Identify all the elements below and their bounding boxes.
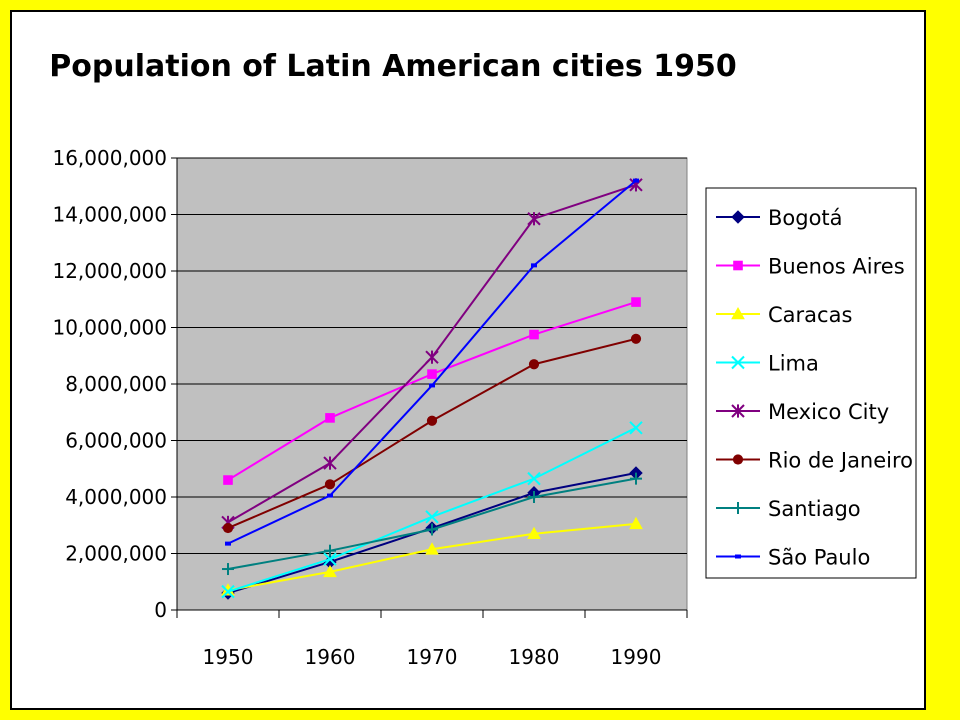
data-point [223, 475, 233, 485]
y-tick-label: 4,000,000 [65, 485, 167, 509]
marker-stroke [731, 355, 745, 370]
data-point [225, 541, 231, 546]
data-point [222, 522, 234, 534]
legend-label: São Paulo [768, 546, 870, 570]
legend-marker [732, 502, 744, 514]
data-point [222, 563, 234, 576]
legend-entry: Mexico City [716, 400, 889, 424]
legend-label: Buenos Aires [768, 255, 905, 279]
chart-svg: Population of Latin American cities 1950… [49, 49, 917, 669]
data-point [630, 472, 642, 485]
legend-entry: Rio de Janeiro [716, 449, 913, 473]
legend-label: Lima [768, 352, 819, 376]
marker-stroke [425, 510, 439, 524]
data-point [425, 510, 439, 524]
data-point [323, 552, 337, 566]
y-tick-label: 14,000,000 [52, 203, 167, 227]
series-rio-de-janeiro [222, 333, 642, 534]
y-tick-label: 0 [154, 598, 167, 622]
axes: 0 2,000,000 4,000,000 6,000,000 8,000,000 10,… [52, 146, 688, 669]
data-point [425, 350, 439, 364]
legend-box [705, 187, 917, 579]
chart-frame: Population of Latin American cities 1950… [10, 10, 926, 710]
data-point [323, 456, 337, 470]
series-caracas [221, 516, 643, 596]
legend-entry: Caracas [716, 303, 852, 327]
data-point [425, 542, 439, 555]
y-tick-label: 8,000,000 [65, 372, 167, 396]
series-lines [221, 178, 643, 600]
y-tick-label: 6,000,000 [65, 429, 167, 453]
data-point [527, 471, 541, 486]
gridlines [177, 157, 687, 554]
marker-stroke [323, 552, 337, 566]
legend-entry: São Paulo [716, 546, 870, 570]
data-point [426, 415, 438, 426]
legend-marker [733, 260, 743, 271]
x-tick-label: 1990 [611, 645, 662, 669]
data-point [629, 421, 643, 435]
data-point [631, 297, 641, 307]
data-point [426, 523, 438, 536]
legend-marker [735, 554, 741, 559]
data-point [429, 383, 435, 388]
legend-label: Caracas [768, 303, 852, 327]
legend-entry: Santiago [716, 497, 861, 521]
y-tick-label: 2,000,000 [65, 542, 167, 566]
series-mexico-city [221, 178, 643, 530]
data-point [531, 263, 537, 268]
data-point [528, 359, 540, 370]
series-s-o-paulo [225, 178, 639, 546]
legend-marker [731, 210, 745, 224]
data-point [324, 544, 336, 557]
legend-label: Bogotá [768, 206, 843, 230]
chart-title: Population of Latin American cities 1950 [49, 49, 736, 84]
data-point [629, 516, 643, 530]
data-point [527, 212, 541, 226]
legend-label: Mexico City [768, 400, 889, 424]
series-buenos-aires [223, 297, 641, 485]
legend-label: Rio de Janeiro [768, 449, 913, 473]
y-tick-label: 16,000,000 [52, 146, 167, 170]
legend-entry: Bogotá [716, 206, 843, 230]
series-lima [221, 421, 643, 599]
data-point [528, 491, 540, 503]
legend-marker [731, 355, 745, 370]
marker-stroke [221, 584, 235, 599]
data-point [529, 329, 539, 340]
data-point [527, 526, 541, 540]
data-point [327, 493, 333, 498]
data-point [633, 178, 639, 183]
legend-marker [732, 454, 744, 465]
data-point [324, 479, 336, 490]
y-tick-label: 10,000,000 [52, 316, 167, 340]
marker-stroke [629, 421, 643, 435]
legend-entry: Buenos Aires [716, 255, 905, 279]
data-point [325, 413, 335, 423]
x-tick-label: 1950 [203, 645, 254, 669]
data-point [630, 333, 642, 344]
x-tick-label: 1980 [509, 645, 560, 669]
data-point [427, 369, 437, 379]
y-tick-label: 12,000,000 [52, 259, 167, 283]
legend-entry: Lima [716, 352, 819, 376]
data-point [221, 584, 235, 599]
legend-marker [731, 404, 745, 418]
data-point [323, 564, 337, 578]
marker-stroke [527, 471, 541, 486]
x-tick-label: 1960 [305, 645, 356, 669]
legend-marker [731, 306, 745, 320]
legend: Bogotá Buenos Aires Caracas Lima Mexico City… [705, 187, 917, 579]
legend-label: Santiago [768, 497, 861, 521]
series-santiago [222, 472, 642, 576]
x-tick-label: 1970 [407, 645, 458, 669]
